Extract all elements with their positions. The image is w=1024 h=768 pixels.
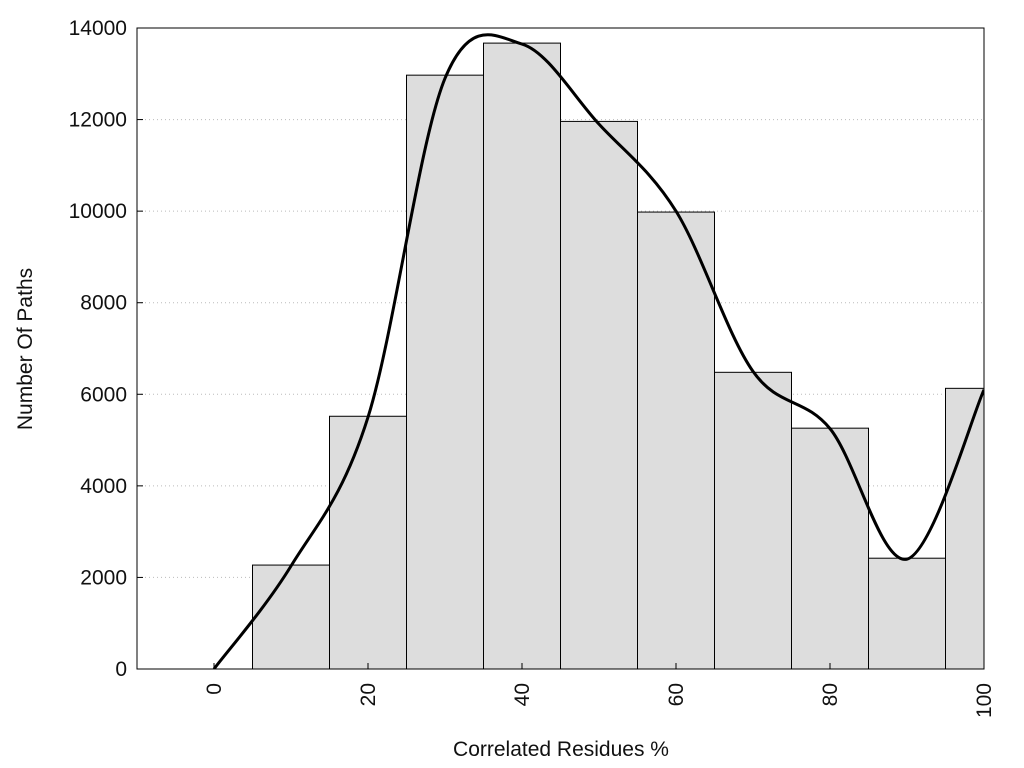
y-axis-label: Number Of Paths — [14, 268, 37, 430]
bar — [560, 120, 638, 669]
plot-frame — [136, 27, 985, 670]
bar — [637, 211, 715, 669]
y-tick-label: 0 — [115, 658, 127, 681]
bar — [483, 42, 561, 669]
y-tick-label: 4000 — [80, 475, 127, 498]
x-tick-label: 40 — [511, 683, 534, 706]
bar — [714, 371, 792, 669]
x-tick-label: 20 — [357, 683, 380, 706]
bar — [868, 557, 946, 669]
bar — [252, 564, 330, 669]
bar — [406, 74, 484, 669]
y-tick-label: 2000 — [80, 566, 127, 589]
x-tick-label: 80 — [819, 683, 842, 706]
y-tick-label: 6000 — [80, 383, 127, 406]
bar — [791, 427, 869, 669]
y-tick-label: 8000 — [80, 292, 127, 315]
x-tick-label: 0 — [203, 683, 226, 695]
y-tick-label: 14000 — [69, 17, 127, 40]
x-tick-label: 100 — [973, 683, 996, 718]
smooth-line — [212, 33, 984, 669]
y-tick-label: 10000 — [69, 200, 127, 223]
x-tick-label: 60 — [665, 683, 688, 706]
bar — [329, 415, 407, 669]
x-axis-label: Correlated Residues % — [453, 738, 669, 761]
bar — [945, 387, 984, 669]
y-tick-label: 12000 — [69, 109, 127, 132]
